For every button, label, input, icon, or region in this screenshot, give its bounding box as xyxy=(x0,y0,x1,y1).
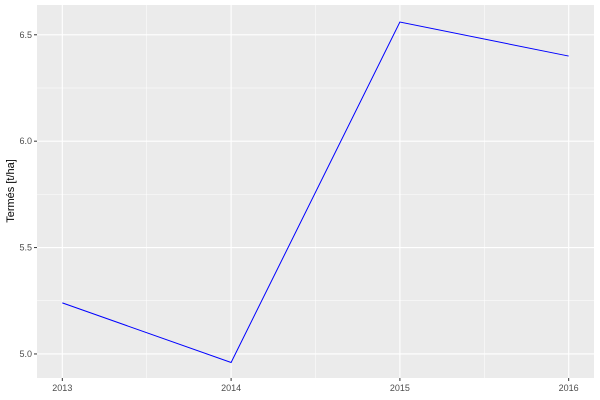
y-tick-label: 6.0 xyxy=(19,136,32,146)
y-axis-label: Termés [t/ha] xyxy=(5,159,17,223)
grid xyxy=(37,5,594,378)
y-tick-label: 5.5 xyxy=(19,243,32,253)
x-tick-label: 2013 xyxy=(52,383,72,393)
x-tick-label: 2016 xyxy=(559,383,579,393)
x-tick-label: 2014 xyxy=(221,383,241,393)
x-tick-label: 2015 xyxy=(390,383,410,393)
y-tick-label: 5.0 xyxy=(19,349,32,359)
axes: 2013 2014 2015 2016 5.0 5.5 6.0 6.5 xyxy=(19,30,578,393)
y-tick-label: 6.5 xyxy=(19,30,32,40)
series-line xyxy=(62,21,569,364)
